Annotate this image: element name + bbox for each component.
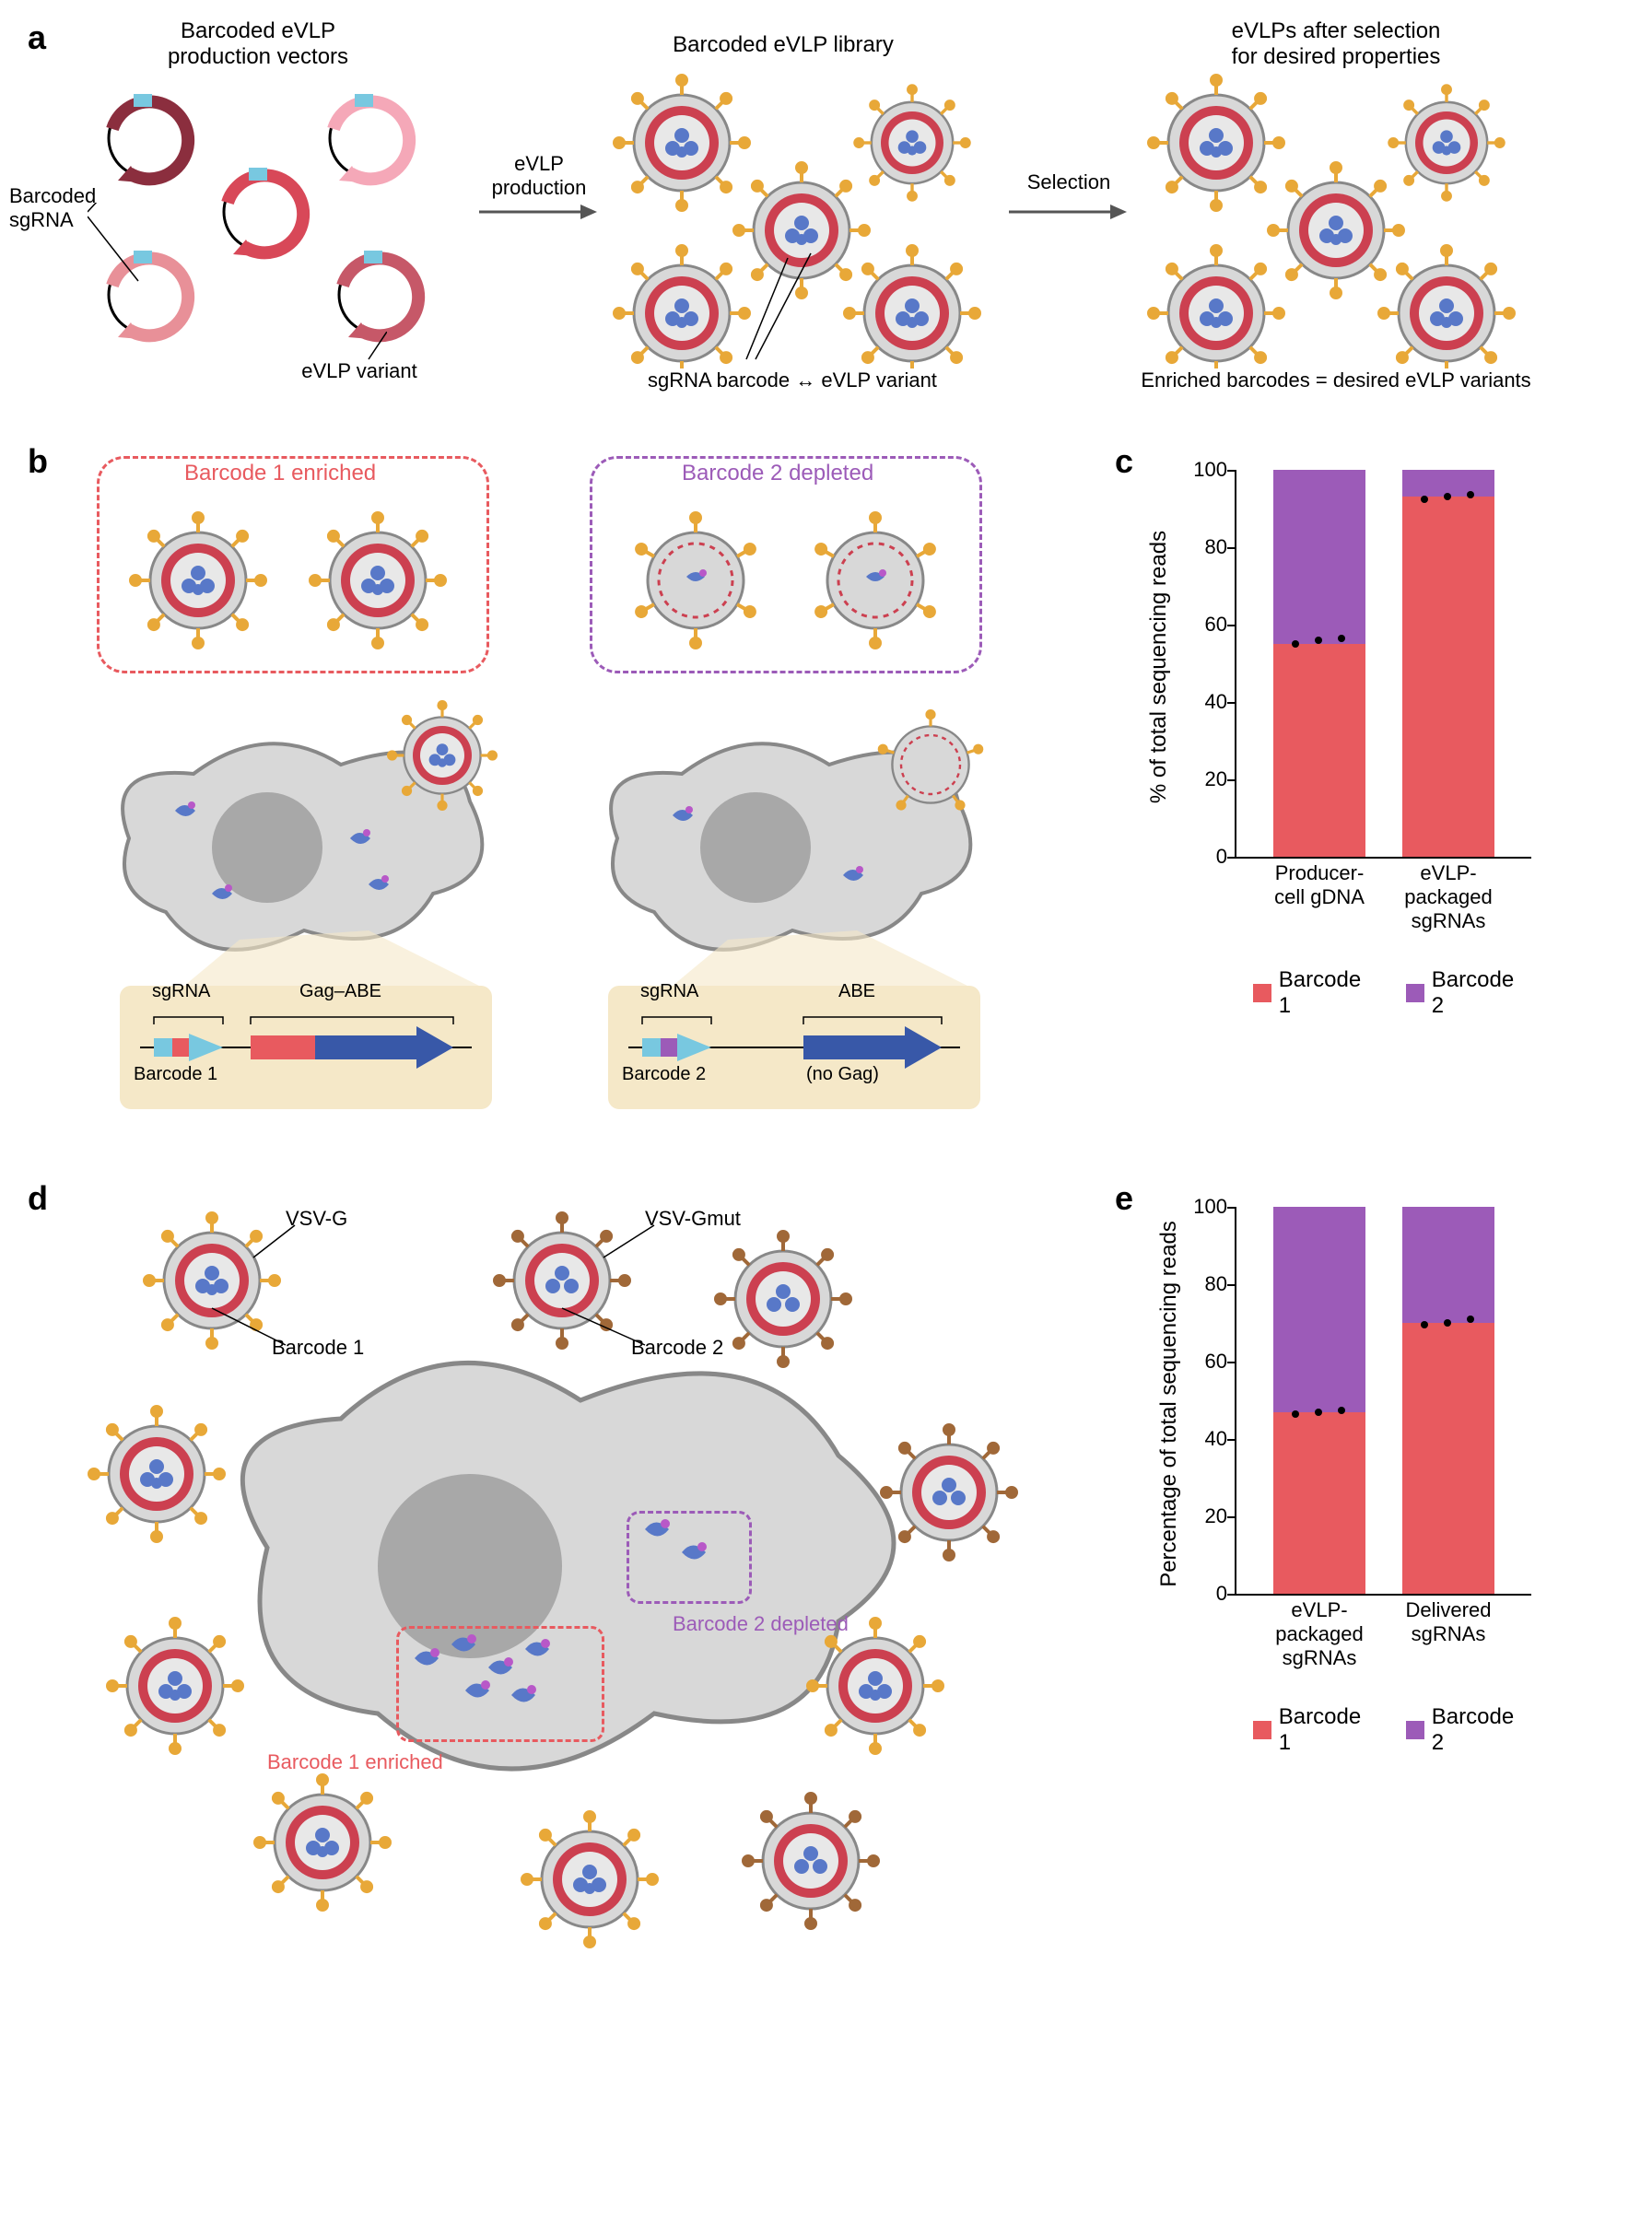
dashed-box-d-enriched — [396, 1626, 604, 1742]
legend-e-label-1: Barcode 1 — [1279, 1704, 1378, 1756]
data-point — [1292, 1410, 1299, 1418]
gene-box-2: sgRNA ABE Barcode 2 (no Gag) — [608, 986, 980, 1109]
data-point — [1315, 1409, 1322, 1416]
chart-c-container: % of total sequencing reads 020406080100… — [1235, 470, 1531, 859]
evlp-depleted-pair — [608, 497, 977, 663]
sgrna-pointer-lines — [88, 203, 161, 313]
bar-group — [1273, 470, 1365, 857]
gene2-sgrna: sgRNA — [640, 981, 698, 1002]
panel-label-c: c — [1115, 442, 1133, 481]
x-category-label: Producer- cell gDNA — [1264, 861, 1375, 909]
data-point — [1292, 640, 1299, 648]
data-point — [1421, 496, 1428, 503]
legend-label-2: Barcode 2 — [1432, 967, 1531, 1019]
y-tick-label: 40 — [1205, 690, 1227, 714]
evlp-enriched-pair — [111, 497, 479, 663]
panel-label-a: a — [28, 18, 46, 57]
gene2-no-gag: (no Gag) — [806, 1064, 879, 1085]
legend-e-swatch-1 — [1253, 1721, 1271, 1739]
legend-e-barcode2: Barcode 2 — [1406, 1704, 1531, 1756]
variant-pointer — [341, 332, 387, 368]
gene1-gag-abe: Gag–ABE — [299, 981, 381, 1002]
caption-library: Barcoded eVLP library — [645, 32, 921, 58]
label-d-barcode2-depleted: Barcode 2 depleted — [673, 1612, 849, 1636]
gene2-barcode2: Barcode 2 — [622, 1064, 706, 1085]
evlp-selected-group — [1142, 74, 1529, 368]
legend-e-label-2: Barcode 2 — [1432, 1704, 1531, 1756]
chart-e: 020406080100eVLP- packaged sgRNAsDeliver… — [1235, 1207, 1531, 1596]
label-barcode2-depleted: Barcode 2 depleted — [682, 461, 873, 486]
y-tick-label: 100 — [1193, 458, 1227, 482]
label-sgrna-barcode-link: sgRNA barcode ↔ eVLP variant — [608, 368, 977, 392]
label-vsv-g: VSV-G — [286, 1207, 347, 1231]
y-tick-label: 40 — [1205, 1427, 1227, 1451]
chart-c: 020406080100Producer- cell gDNAeVLP- pac… — [1235, 470, 1531, 859]
caption-after-selection: eVLPs after selection for desired proper… — [1170, 18, 1502, 70]
data-point — [1338, 1407, 1345, 1414]
gene2-abe: ABE — [838, 981, 875, 1002]
label-enriched-barcodes: Enriched barcodes = desired eVLP variant… — [1115, 368, 1557, 392]
y-tick-label: 80 — [1205, 1272, 1227, 1296]
x-category-label: eVLP- packaged sgRNAs — [1393, 861, 1504, 933]
bar-group — [1402, 470, 1494, 857]
label-d-barcode2: Barcode 2 — [631, 1336, 723, 1360]
label-d-barcode1: Barcode 1 — [272, 1336, 364, 1360]
data-point — [1315, 637, 1322, 644]
legend-e-barcode1: Barcode 1 — [1253, 1704, 1378, 1756]
dashed-box-d-depleted — [627, 1511, 752, 1604]
x-category-label: eVLP- packaged sgRNAs — [1264, 1598, 1375, 1670]
panel-label-b: b — [28, 442, 48, 481]
cell-right — [571, 691, 1004, 986]
chart-e-y-title: Percentage of total sequencing reads — [1156, 1221, 1182, 1587]
panel-label-d: d — [28, 1179, 48, 1218]
legend-barcode2: Barcode 2 — [1406, 967, 1531, 1019]
chart-e-container: Percentage of total sequencing reads 020… — [1235, 1207, 1531, 1596]
arrow-selection — [1009, 193, 1129, 230]
evlp-library-svg — [608, 74, 995, 368]
data-point — [1467, 1316, 1474, 1323]
label-selection: Selection — [1009, 170, 1129, 194]
chart-c-y-title: % of total sequencing reads — [1146, 531, 1172, 803]
legend-label-1: Barcode 1 — [1279, 967, 1378, 1019]
legend-swatch-1 — [1253, 984, 1271, 1002]
gene1-barcode1: Barcode 1 — [134, 1064, 217, 1085]
caption-production-vectors: Barcoded eVLP production vectors — [129, 18, 387, 70]
x-category-label: Delivered sgRNAs — [1393, 1598, 1504, 1646]
y-tick-label: 0 — [1216, 845, 1227, 869]
legend-e-swatch-2 — [1406, 1721, 1424, 1739]
y-tick-label: 60 — [1205, 613, 1227, 637]
evlp-selected-svg — [1142, 74, 1529, 368]
chart-c-legend: Barcode 1 Barcode 2 — [1253, 967, 1531, 1019]
data-point — [1444, 1319, 1451, 1327]
cell-left — [83, 691, 516, 986]
label-d-barcode1-enriched: Barcode 1 enriched — [267, 1750, 443, 1774]
legend-barcode1: Barcode 1 — [1253, 967, 1378, 1019]
y-tick-label: 60 — [1205, 1350, 1227, 1374]
evlp-library-group — [608, 74, 995, 368]
gene1-sgrna: sgRNA — [152, 981, 210, 1002]
chart-e-legend: Barcode 1 Barcode 2 — [1253, 1704, 1531, 1756]
gene-box-1: sgRNA Gag–ABE Barcode 1 — [120, 986, 492, 1109]
y-tick-label: 100 — [1193, 1195, 1227, 1219]
panel-label-e: e — [1115, 1179, 1133, 1218]
panel-d-scene — [64, 1198, 1060, 1953]
bar-group — [1273, 1207, 1365, 1594]
label-vsv-gmut: VSV-Gmut — [645, 1207, 741, 1231]
legend-swatch-2 — [1406, 984, 1424, 1002]
y-tick-label: 0 — [1216, 1582, 1227, 1606]
bar-group — [1402, 1207, 1494, 1594]
data-point — [1338, 635, 1345, 642]
y-tick-label: 20 — [1205, 767, 1227, 791]
label-barcode1-enriched: Barcode 1 enriched — [184, 461, 376, 486]
y-tick-label: 20 — [1205, 1504, 1227, 1528]
label-evlp-production: eVLP production — [479, 152, 599, 200]
y-tick-label: 80 — [1205, 535, 1227, 559]
